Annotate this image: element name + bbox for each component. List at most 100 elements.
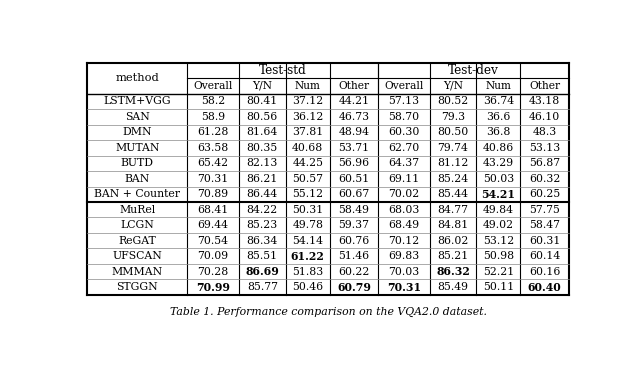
Text: 40.86: 40.86 [483,143,514,153]
Text: 50.03: 50.03 [483,174,514,184]
Text: 85.77: 85.77 [247,282,278,292]
Text: Overall: Overall [384,81,424,91]
Text: Overall: Overall [193,81,233,91]
Text: 86.21: 86.21 [246,174,278,184]
Text: 70.99: 70.99 [196,282,230,293]
Text: 70.09: 70.09 [197,251,228,261]
Text: 69.44: 69.44 [198,220,228,230]
Text: 48.94: 48.94 [339,127,369,137]
Text: 36.74: 36.74 [483,96,514,106]
Text: Y/N: Y/N [443,81,463,91]
Text: 65.42: 65.42 [197,158,228,168]
Text: 46.10: 46.10 [529,112,560,122]
Text: 80.41: 80.41 [246,96,278,106]
Text: Test-std: Test-std [259,64,307,77]
Text: 86.34: 86.34 [246,236,278,246]
Text: 86.69: 86.69 [245,266,279,277]
Text: 43.29: 43.29 [483,158,514,168]
Text: Y/N: Y/N [252,81,272,91]
Text: 86.32: 86.32 [436,266,470,277]
Text: 49.78: 49.78 [292,220,323,230]
Text: 85.44: 85.44 [438,189,468,199]
Text: 80.35: 80.35 [246,143,278,153]
Text: 86.02: 86.02 [437,236,468,246]
Text: 70.89: 70.89 [197,189,228,199]
Text: 57.13: 57.13 [388,96,419,106]
Text: Other: Other [529,81,560,91]
Text: DMN: DMN [123,127,152,137]
Text: 60.51: 60.51 [338,174,369,184]
Text: 82.13: 82.13 [246,158,278,168]
Text: 70.02: 70.02 [388,189,419,199]
Text: 85.49: 85.49 [438,282,468,292]
Text: 50.98: 50.98 [483,251,514,261]
Text: 79.3: 79.3 [441,112,465,122]
Text: 60.31: 60.31 [529,236,560,246]
Text: LCGN: LCGN [120,220,154,230]
Text: 50.57: 50.57 [292,174,323,184]
Text: 62.70: 62.70 [388,143,419,153]
Text: 70.31: 70.31 [197,174,228,184]
Text: 58.2: 58.2 [201,96,225,106]
Text: BAN: BAN [125,174,150,184]
Text: 49.84: 49.84 [483,205,514,215]
Text: 60.14: 60.14 [529,251,560,261]
Text: 53.13: 53.13 [529,143,560,153]
Text: UFSCAN: UFSCAN [113,251,162,261]
Text: 70.28: 70.28 [197,267,228,277]
Text: 85.23: 85.23 [246,220,278,230]
Text: 85.24: 85.24 [437,174,468,184]
Text: 80.52: 80.52 [437,96,468,106]
Text: MMMAN: MMMAN [112,267,163,277]
Text: 70.12: 70.12 [388,236,419,246]
Text: 60.76: 60.76 [338,236,369,246]
Text: 61.22: 61.22 [291,251,324,262]
Text: 81.64: 81.64 [246,127,278,137]
Text: 58.47: 58.47 [529,220,560,230]
Text: 46.73: 46.73 [339,112,369,122]
Text: 70.31: 70.31 [387,282,420,293]
Text: 84.81: 84.81 [437,220,468,230]
Text: 58.9: 58.9 [201,112,225,122]
Text: 68.03: 68.03 [388,205,419,215]
Text: 57.75: 57.75 [529,205,560,215]
Text: 60.67: 60.67 [338,189,369,199]
Text: 80.50: 80.50 [437,127,468,137]
Text: method: method [115,73,159,83]
Text: 37.12: 37.12 [292,96,323,106]
Text: 60.16: 60.16 [529,267,560,277]
Text: 84.77: 84.77 [438,205,468,215]
Text: 69.83: 69.83 [388,251,419,261]
Text: 54.14: 54.14 [292,236,323,246]
Text: 50.46: 50.46 [292,282,323,292]
Text: ReGAT: ReGAT [118,236,156,246]
Text: 43.18: 43.18 [529,96,560,106]
Text: 49.02: 49.02 [483,220,514,230]
Text: 44.25: 44.25 [292,158,323,168]
Text: 48.3: 48.3 [532,127,557,137]
Text: 70.03: 70.03 [388,267,419,277]
Text: 36.6: 36.6 [486,112,511,122]
Text: 53.12: 53.12 [483,236,514,246]
Text: 60.25: 60.25 [529,189,560,199]
Text: 69.11: 69.11 [388,174,419,184]
Text: 79.74: 79.74 [438,143,468,153]
Text: 60.40: 60.40 [527,282,561,293]
Text: 50.11: 50.11 [483,282,514,292]
Text: Table 1. Performance comparison on the VQA2.0 dataset.: Table 1. Performance comparison on the V… [170,307,486,317]
Text: 80.56: 80.56 [246,112,278,122]
Text: 44.21: 44.21 [339,96,369,106]
Text: STGGN: STGGN [116,282,158,292]
Text: 70.54: 70.54 [198,236,228,246]
Text: 68.41: 68.41 [197,205,228,215]
Text: Num: Num [486,81,511,91]
Text: MuRel: MuRel [119,205,156,215]
Text: 58.70: 58.70 [388,112,419,122]
Text: 60.32: 60.32 [529,174,560,184]
Text: 60.79: 60.79 [337,282,371,293]
Text: 56.87: 56.87 [529,158,560,168]
Text: 50.31: 50.31 [292,205,323,215]
Text: 55.12: 55.12 [292,189,323,199]
Text: BUTD: BUTD [121,158,154,168]
Text: SAN: SAN [125,112,150,122]
